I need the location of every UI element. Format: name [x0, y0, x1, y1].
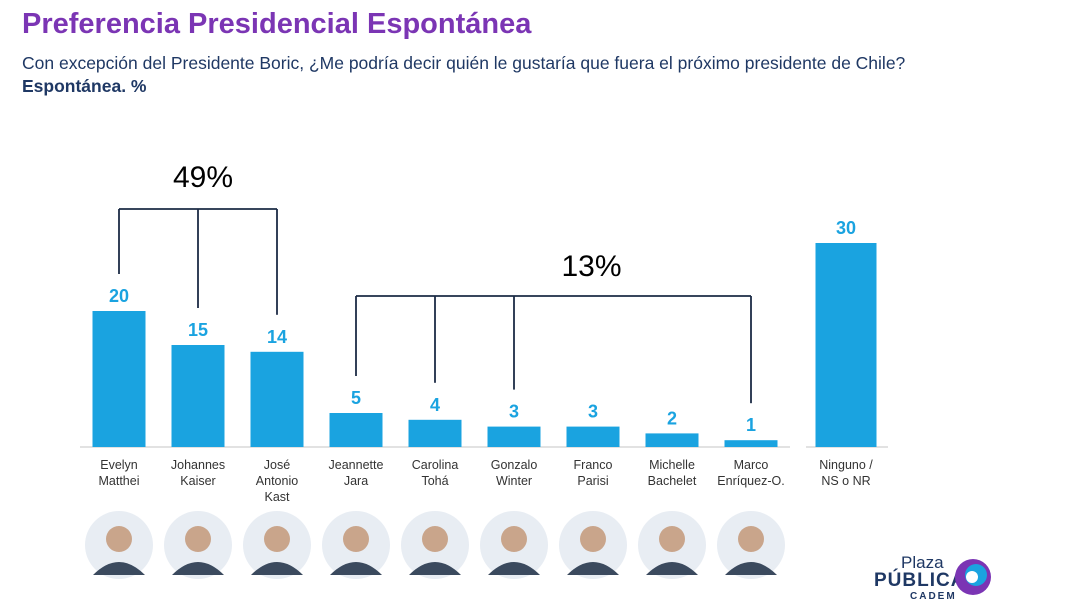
logo-text-plaza: Plaza [901, 553, 944, 572]
category-label: Jeannette [329, 458, 384, 472]
bar-value-label: 2 [667, 408, 677, 428]
candidate-photo-jeannette-jara [322, 511, 390, 579]
bar-johannes-kaiser [171, 345, 225, 447]
bar-value-label: 20 [109, 286, 129, 306]
bar-jose-antonio-kast [250, 351, 304, 447]
candidate-photo-johannes-kaiser [164, 511, 232, 579]
bar-gonzalo-winter [487, 426, 541, 447]
category-label: Kast [264, 490, 290, 504]
bar-value-label: 5 [351, 388, 361, 408]
category-label: Jara [344, 474, 368, 488]
category-label: José [264, 458, 290, 472]
bar-michelle-bachelet [645, 433, 699, 447]
logo-swirl-icon [955, 559, 991, 595]
bar-value-label: 30 [836, 218, 856, 238]
bar-jeannette-jara [329, 413, 383, 447]
category-label: NS o NR [821, 474, 870, 488]
chart-title: Preferencia Presidencial Espontánea [22, 8, 532, 40]
bar-value-label: 15 [188, 320, 208, 340]
bracket-annotation: 49% [118, 161, 278, 315]
candidate-photo-marco-enriquez-o [717, 511, 785, 579]
bar-value-label: 1 [746, 415, 756, 435]
category-label: Parisi [577, 474, 608, 488]
bar-franco-parisi [566, 426, 620, 447]
candidate-photo-carolina-toha [401, 511, 469, 579]
chart-subtitle-unit: Espontánea. % [22, 76, 147, 96]
logo-text-publica: PÚBLICA [874, 570, 966, 591]
category-label: Evelyn [100, 458, 138, 472]
category-label: Kaiser [180, 474, 215, 488]
bar-carolina-toha [408, 419, 462, 447]
category-label: Michelle [649, 458, 695, 472]
bar-value-label: 3 [509, 402, 519, 422]
bar-marco-enriquez-o [724, 440, 778, 447]
category-label: Matthei [99, 474, 140, 488]
bar-evelyn-matthei [92, 311, 146, 447]
bracket-annotation: 13% [355, 250, 752, 404]
candidate-photo-evelyn-matthei [85, 511, 153, 579]
candidate-photo-jose-antonio-kast [243, 511, 311, 579]
bracket-total-label: 49% [173, 161, 233, 194]
category-label: Gonzalo [491, 458, 538, 472]
category-label: Winter [496, 474, 532, 488]
category-label: Johannes [171, 458, 225, 472]
bracket-total-label: 13% [561, 250, 621, 283]
category-label: Ninguno / [819, 458, 873, 472]
candidate-photo-michelle-bachelet [638, 511, 706, 579]
bar-ninguno-ns-o-nr [815, 243, 877, 447]
category-label: Tohá [421, 474, 448, 488]
candidate-photo-gonzalo-winter [480, 511, 548, 579]
bar-value-label: 3 [588, 402, 598, 422]
bar-value-label: 4 [430, 395, 440, 415]
category-label: Bachelet [648, 474, 697, 488]
candidate-photo-franco-parisi [559, 511, 627, 579]
category-label: Antonio [256, 474, 298, 488]
logo-text-cadem: CADEM [910, 591, 957, 602]
category-label: Enríquez-O. [717, 474, 784, 488]
plaza-publica-cadem-logo: Plaza PÚBLICA CADEM [868, 552, 1058, 612]
category-label: Carolina [412, 458, 459, 472]
category-label: Franco [574, 458, 613, 472]
bar-value-label: 14 [267, 327, 287, 347]
category-label: Marco [734, 458, 769, 472]
chart-subtitle: Con excepción del Presidente Boric, ¿Me … [22, 53, 906, 73]
